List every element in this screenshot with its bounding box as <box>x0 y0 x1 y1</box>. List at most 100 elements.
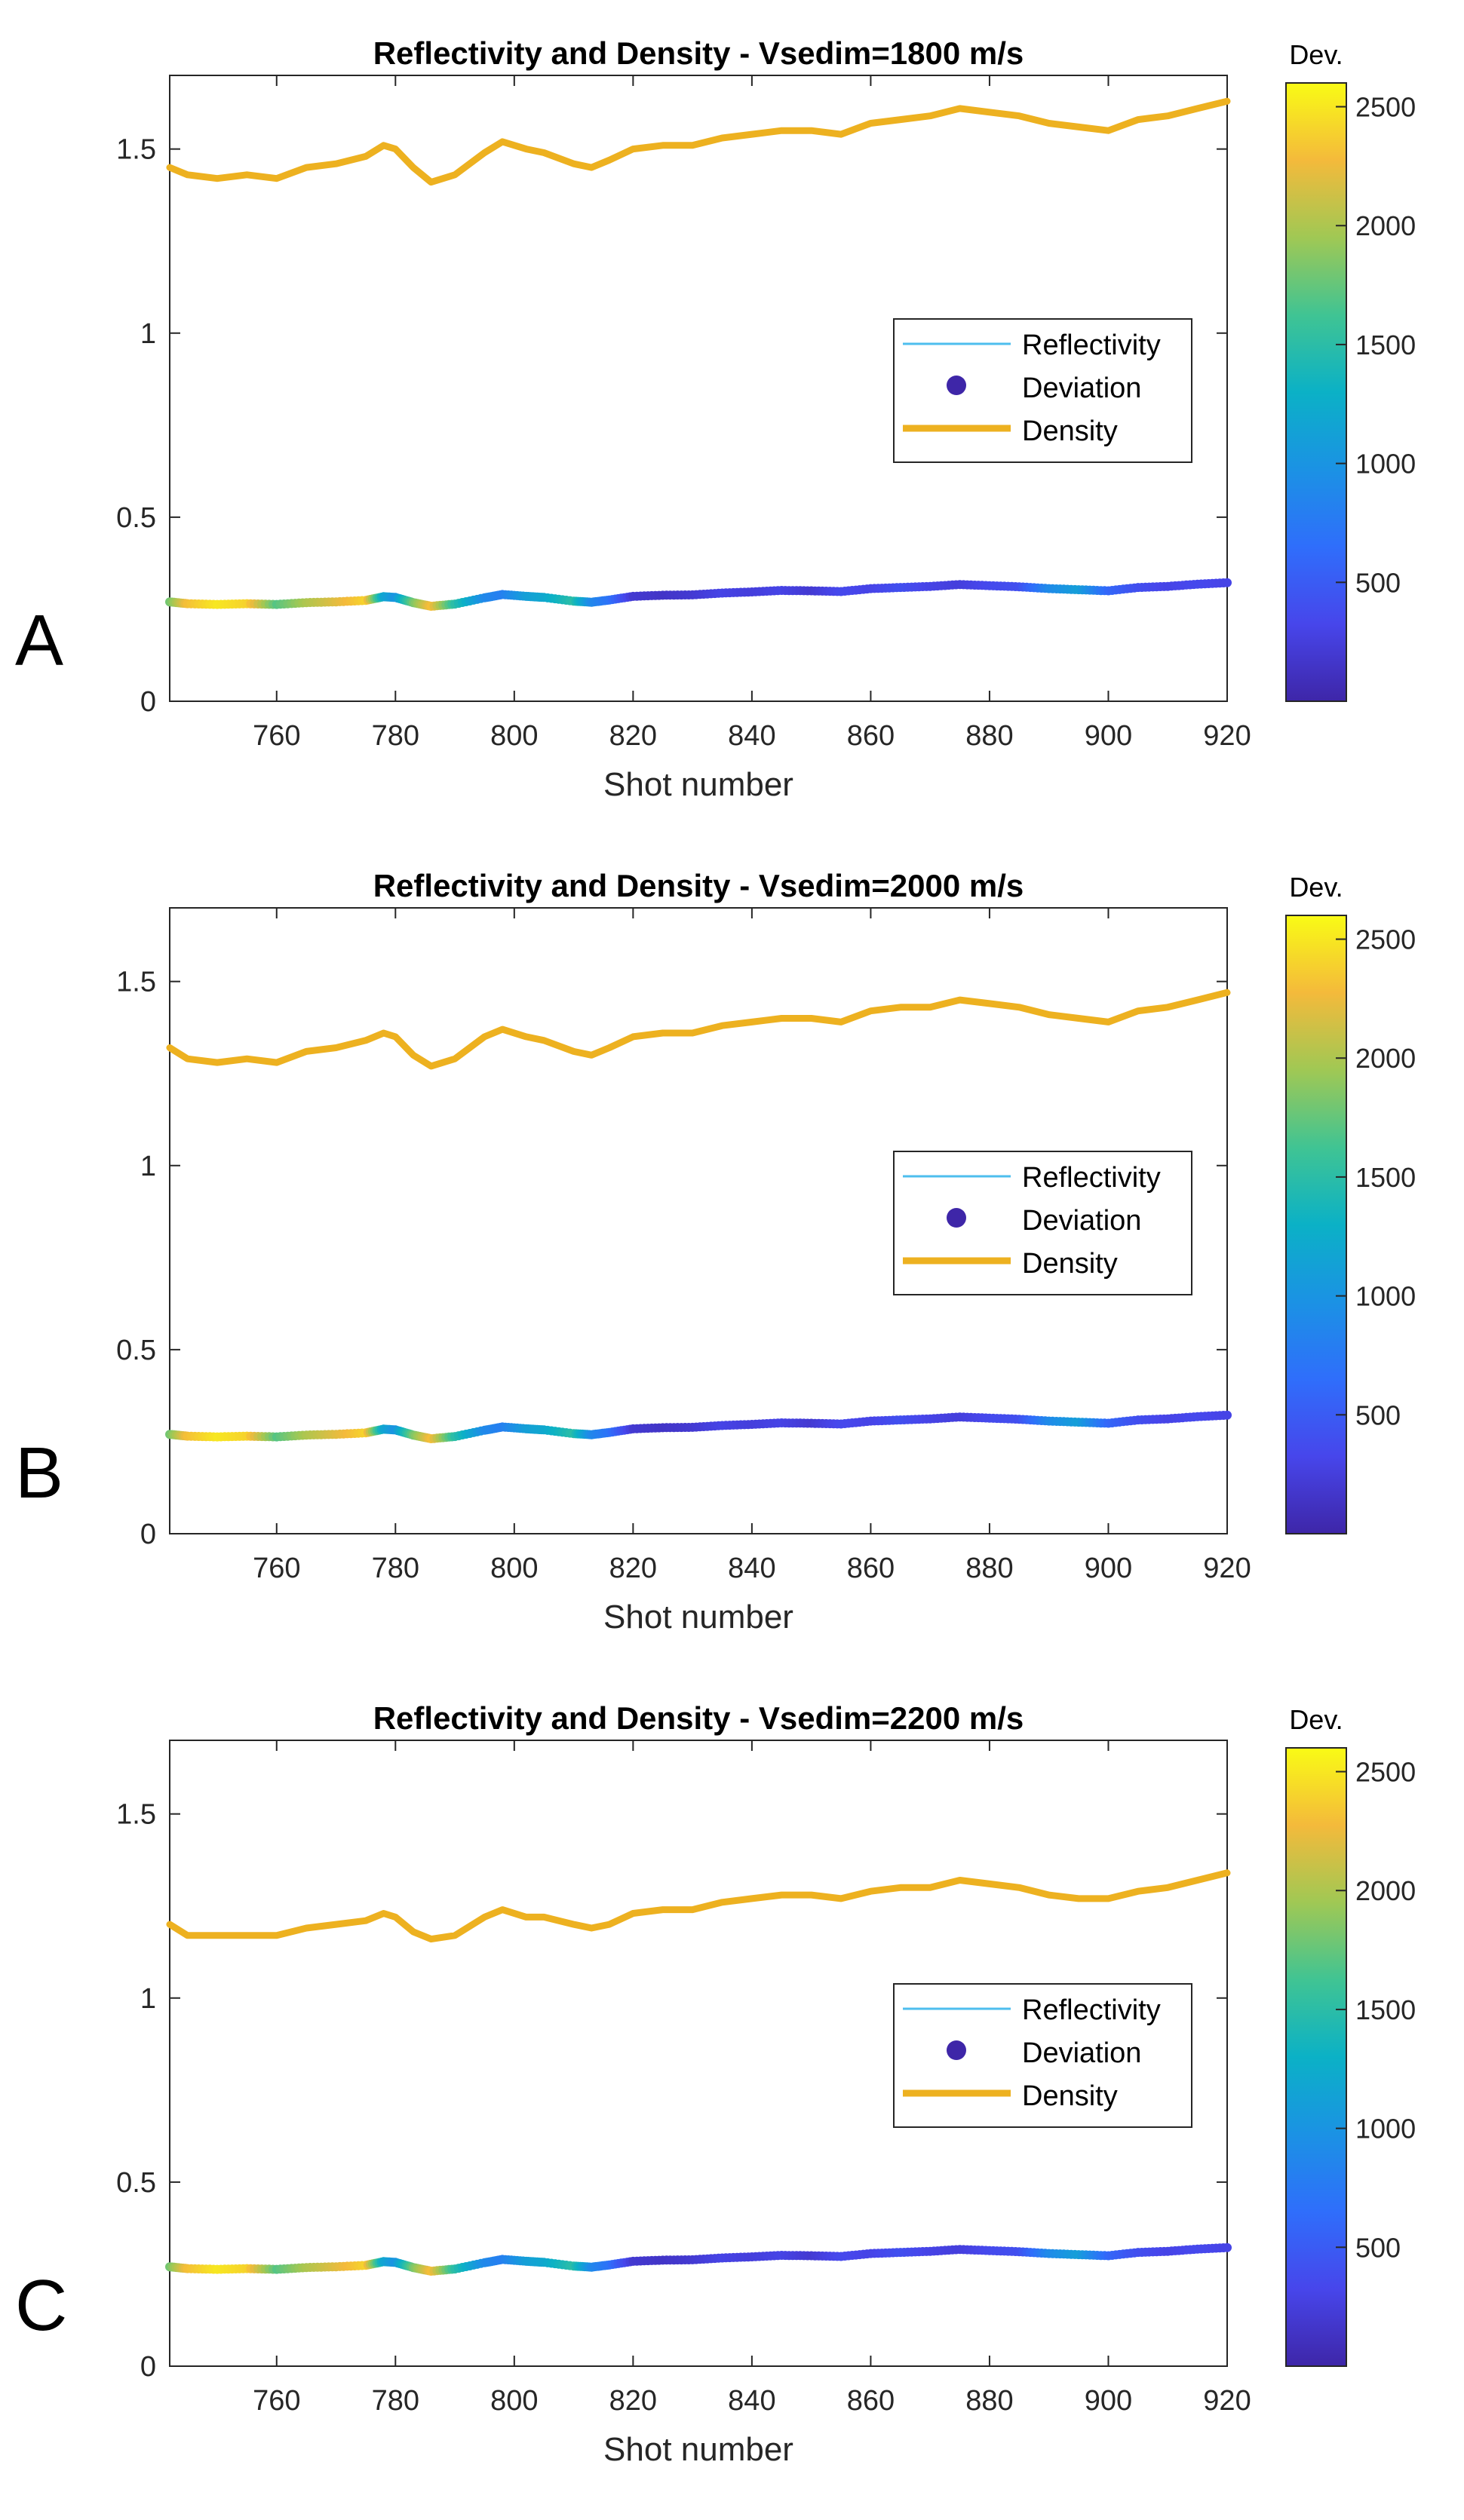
deviation-point <box>1223 578 1232 587</box>
deviation-point <box>1223 2243 1232 2252</box>
y-tick-label: 0 <box>140 686 156 718</box>
colorbar-tick-label: 500 <box>1355 1399 1401 1430</box>
y-tick-label: 1.5 <box>116 1799 156 1831</box>
x-tick-label: 880 <box>965 720 1013 752</box>
x-tick-label: 800 <box>490 720 538 752</box>
deviation-point <box>1223 1410 1232 1420</box>
legend-deviation-label: Deviation <box>1022 372 1141 404</box>
x-tick-label: 840 <box>728 1553 775 1584</box>
colorbar-tick-label: 1500 <box>1355 330 1416 360</box>
panel-a: Reflectivity and Density - Vsedim=1800 m… <box>15 35 1416 803</box>
x-tick-label: 780 <box>372 1553 419 1584</box>
density-line <box>166 1869 1231 1943</box>
colorbar-tick-label: 1000 <box>1355 2114 1416 2144</box>
y-tick-label: 0.5 <box>116 502 156 534</box>
x-tick-label: 900 <box>1085 1553 1132 1584</box>
x-tick-label: 840 <box>728 2385 775 2417</box>
colorbar-tick-label: 2000 <box>1355 210 1416 241</box>
legend-deviation-label: Deviation <box>1022 2037 1141 2069</box>
legend: Reflectivity Deviation Density <box>893 1983 1192 2128</box>
x-tick-label: 900 <box>1085 2385 1132 2417</box>
x-tick-label: 780 <box>372 720 419 752</box>
chart-title: Reflectivity and Density - Vsedim=2000 m… <box>373 868 1024 903</box>
x-tick-label: 820 <box>609 720 657 752</box>
panel-b: Reflectivity and Density - Vsedim=2000 m… <box>15 868 1416 1636</box>
legend-density-label: Density <box>1022 2080 1118 2112</box>
colorbar: Dev. 500 1000 1500 2000 2500 <box>1285 872 1416 1534</box>
density-line <box>166 989 1231 1070</box>
colorbar-tick-label: 1000 <box>1355 1281 1416 1312</box>
density-line <box>166 97 1231 186</box>
legend-reflectivity-label: Reflectivity <box>1022 1994 1161 2026</box>
colorbar-gradient <box>1285 1747 1347 2367</box>
x-tick-label: 760 <box>253 1553 300 1584</box>
colorbar-tick-label: 2500 <box>1355 1757 1416 1788</box>
y-tick-label: 0 <box>140 2351 156 2383</box>
x-tick-label: 780 <box>372 2385 419 2417</box>
colorbar-tick-label: 500 <box>1355 567 1401 598</box>
y-tick-label: 1 <box>140 318 156 350</box>
legend-density-label: Density <box>1022 1248 1118 1280</box>
y-tick-label: 1 <box>140 1151 156 1182</box>
x-tick-label: 760 <box>253 2385 300 2417</box>
colorbar-tick-label: 2500 <box>1355 924 1416 955</box>
x-tick-label: 840 <box>728 720 775 752</box>
x-tick-label: 860 <box>847 1553 895 1584</box>
panel-letter: B <box>15 1433 63 1513</box>
plot-frame <box>169 75 1228 702</box>
y-tick-label: 1.5 <box>116 134 156 166</box>
x-tick-label: 920 <box>1203 1553 1251 1584</box>
colorbar: Dev. 500 1000 1500 2000 2500 <box>1285 39 1416 702</box>
x-tick-label: 800 <box>490 1553 538 1584</box>
y-tick-label: 0 <box>140 1519 156 1550</box>
legend-density-label: Density <box>1022 415 1118 447</box>
x-axis-label: Shot number <box>603 2431 793 2468</box>
plot-frame <box>169 1740 1228 2367</box>
legend-reflectivity-label: Reflectivity <box>1022 1162 1161 1194</box>
chart-title: Reflectivity and Density - Vsedim=1800 m… <box>373 35 1024 71</box>
deviation-markers <box>165 578 1232 611</box>
legend-deviation-swatch <box>947 2040 966 2060</box>
colorbar-title: Dev. <box>1289 39 1343 70</box>
legend-deviation-swatch <box>947 376 966 395</box>
x-tick-label: 860 <box>847 2385 895 2417</box>
x-tick-label: 820 <box>609 2385 657 2417</box>
x-axis-label: Shot number <box>603 766 793 803</box>
colorbar-tick-label: 1500 <box>1355 1162 1416 1193</box>
plot-frame <box>169 907 1228 1534</box>
y-tick-label: 1 <box>140 1983 156 2015</box>
legend-reflectivity-label: Reflectivity <box>1022 330 1161 361</box>
y-tick-label: 0.5 <box>116 2167 156 2199</box>
legend-deviation-label: Deviation <box>1022 1205 1141 1237</box>
x-tick-label: 900 <box>1085 720 1132 752</box>
x-axis-label: Shot number <box>603 1599 793 1636</box>
colorbar-tick-label: 2000 <box>1355 1875 1416 1906</box>
deviation-markers <box>165 1410 1232 1443</box>
panel-c: Reflectivity and Density - Vsedim=2200 m… <box>15 1700 1416 2468</box>
colorbar-gradient <box>1285 915 1347 1534</box>
colorbar-gradient <box>1285 82 1347 702</box>
x-tick-label: 760 <box>253 720 300 752</box>
colorbar-tick-label: 500 <box>1355 2232 1401 2263</box>
deviation-markers <box>165 2243 1232 2276</box>
colorbar: Dev. 500 1000 1500 2000 2500 <box>1285 1704 1416 2367</box>
colorbar-title: Dev. <box>1289 872 1343 903</box>
legend: Reflectivity Deviation Density <box>893 318 1192 463</box>
x-tick-label: 800 <box>490 2385 538 2417</box>
x-tick-label: 880 <box>965 1553 1013 1584</box>
colorbar-tick-label: 1000 <box>1355 449 1416 480</box>
panel-letter: A <box>15 600 63 681</box>
y-tick-label: 1.5 <box>116 967 156 998</box>
x-tick-label: 920 <box>1203 2385 1251 2417</box>
colorbar-tick-label: 2500 <box>1355 92 1416 123</box>
colorbar-title: Dev. <box>1289 1704 1343 1735</box>
legend-deviation-swatch <box>947 1208 966 1228</box>
x-tick-label: 920 <box>1203 720 1251 752</box>
x-tick-label: 820 <box>609 1553 657 1584</box>
x-tick-label: 880 <box>965 2385 1013 2417</box>
x-tick-label: 860 <box>847 720 895 752</box>
legend: Reflectivity Deviation Density <box>893 1151 1192 1295</box>
y-tick-label: 0.5 <box>116 1335 156 1366</box>
colorbar-tick-label: 2000 <box>1355 1043 1416 1074</box>
